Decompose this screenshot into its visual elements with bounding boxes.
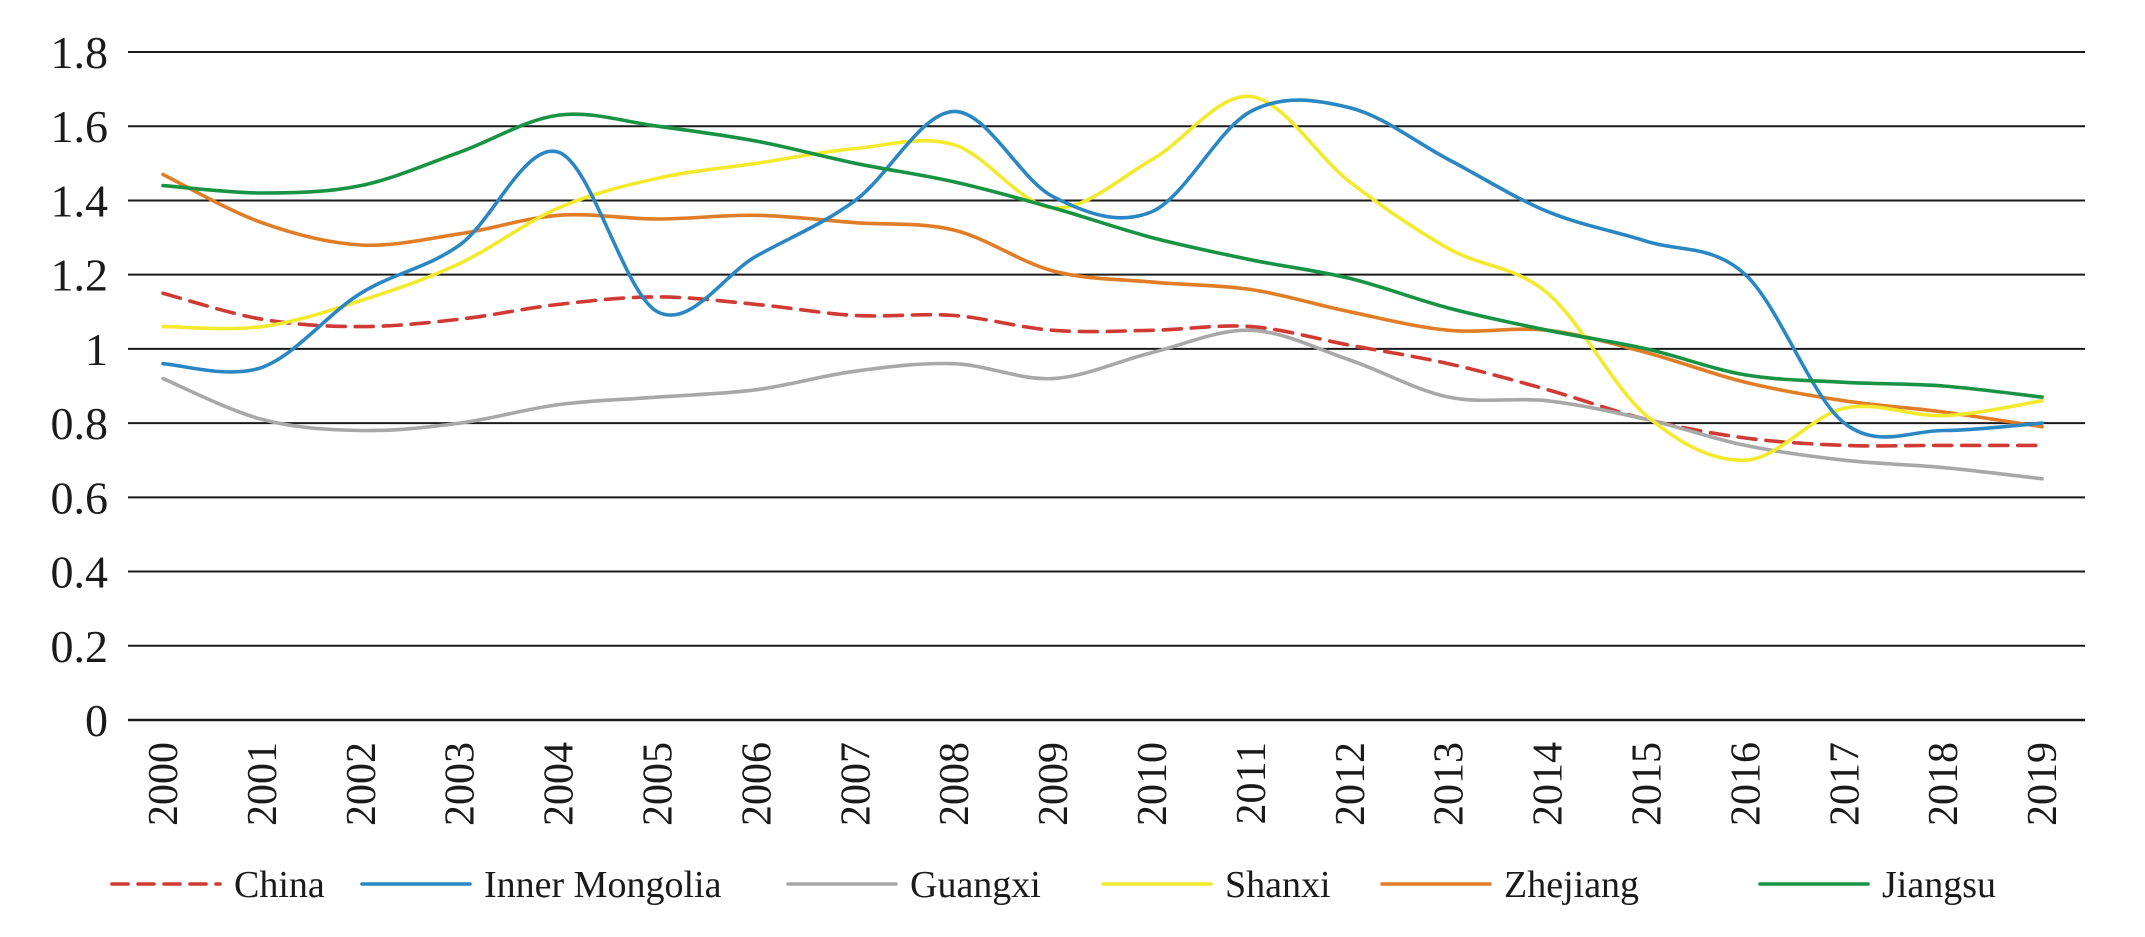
x-tick-label: 2018 (1921, 742, 1967, 826)
x-tick-label: 2009 (1031, 742, 1077, 826)
series-line-jiangsu (161, 112, 2044, 399)
y-tick-label: 0.8 (51, 398, 109, 449)
x-axis-ticks: 2000 2001 2002 2003 2004 2005 2006 2007 2008 2009… (141, 742, 2066, 826)
legend-label: Shanxi (1225, 864, 1331, 906)
x-tick-label: 2008 (932, 742, 978, 826)
x-tick-label: 2015 (1625, 742, 1671, 826)
series-lines (161, 94, 2044, 481)
y-tick-label: 1.2 (51, 250, 109, 301)
y-tick-label: 0 (85, 695, 108, 746)
series-line-guangxi (161, 328, 2044, 481)
y-axis-ticks: 0 0.2 0.4 0.6 0.8 1 1.2 1.4 1.6 1.8 (51, 27, 109, 746)
x-tick-label: 2005 (636, 742, 682, 826)
x-tick-label: 2006 (734, 742, 780, 826)
x-tick-label: 2007 (833, 742, 879, 826)
y-tick-label: 1.4 (51, 175, 109, 226)
series-line-zhejiang (161, 172, 2044, 429)
x-tick-label: 2000 (141, 742, 187, 826)
x-tick-label: 2014 (1526, 742, 1572, 826)
x-tick-label: 2016 (1723, 742, 1769, 826)
legend-label: Inner Mongolia (484, 864, 722, 906)
x-tick-label: 2013 (1427, 742, 1473, 826)
y-tick-label: 0.2 (51, 621, 109, 672)
y-tick-label: 0.4 (51, 547, 109, 598)
legend-label: Guangxi (910, 864, 1041, 906)
series-line-inner-mongolia (161, 98, 2044, 439)
x-tick-label: 2004 (537, 742, 583, 826)
legend: China Inner Mongolia Guangxi Shanxi Zhejiang… (110, 864, 1996, 906)
grid-lines (128, 51, 2085, 722)
y-tick-label: 1.6 (51, 101, 109, 152)
x-tick-label: 2010 (1130, 742, 1176, 826)
legend-label: Zhejiang (1504, 864, 1639, 906)
y-tick-label: 1 (85, 324, 108, 375)
series-line-shanxi (161, 94, 2044, 463)
x-tick-label: 2002 (339, 742, 385, 826)
y-tick-label: 1.8 (51, 27, 109, 78)
x-tick-label: 2003 (438, 742, 484, 826)
x-tick-label: 2012 (1328, 742, 1374, 826)
x-tick-label: 2001 (240, 742, 286, 826)
x-tick-label: 2011 (1229, 742, 1275, 824)
x-tick-label: 2017 (1822, 742, 1868, 826)
legend-label: China (234, 864, 325, 906)
series-line-china (161, 291, 2044, 448)
x-tick-label: 2019 (2020, 742, 2066, 826)
y-tick-label: 0.6 (51, 472, 109, 523)
legend-label: Jiangsu (1882, 864, 1996, 906)
